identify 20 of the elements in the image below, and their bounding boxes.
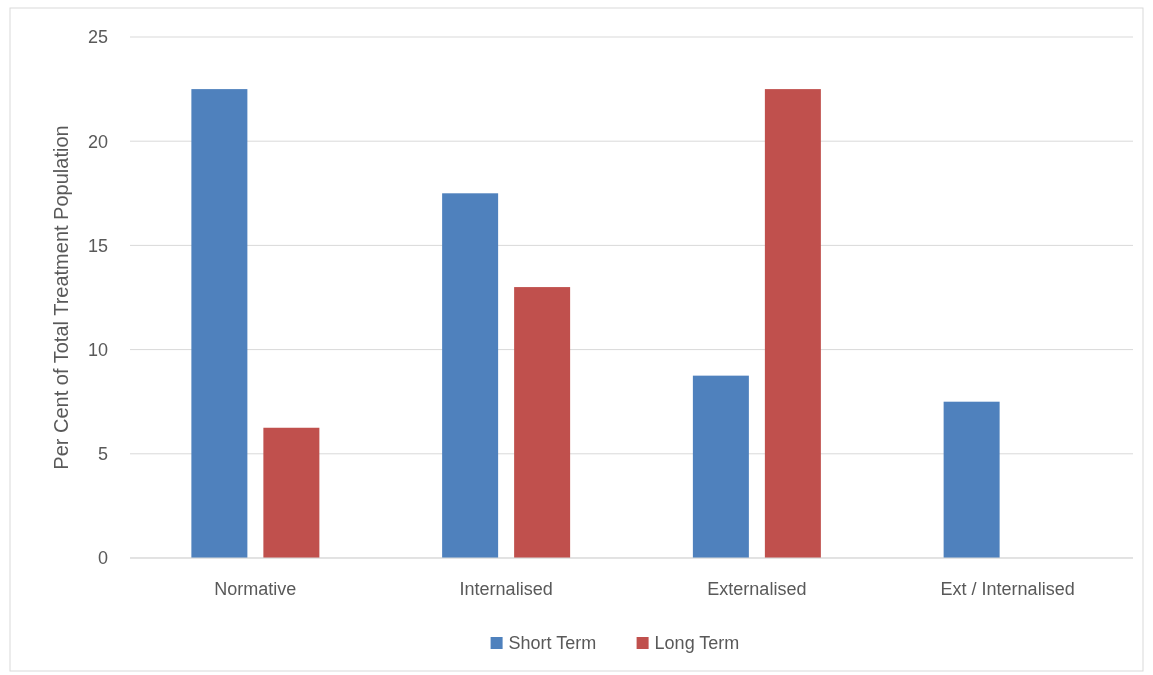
x-tick-label: Normative bbox=[214, 579, 297, 599]
y-tick-label: 25 bbox=[87, 27, 108, 48]
y-tick-label: 0 bbox=[97, 548, 108, 569]
y-axis-title: Per Cent of Total Treatment Population bbox=[50, 125, 72, 470]
legend-label: Long Term bbox=[654, 633, 740, 654]
bar bbox=[191, 89, 248, 558]
bar bbox=[514, 287, 571, 558]
x-tick-label: Externalised bbox=[707, 579, 807, 599]
legend-label: Short Term bbox=[508, 633, 597, 654]
bar bbox=[764, 89, 821, 558]
y-tick-label: 15 bbox=[87, 235, 108, 256]
y-tick-label: 20 bbox=[87, 131, 108, 152]
bar bbox=[692, 375, 749, 558]
y-tick-label: 5 bbox=[97, 444, 108, 465]
y-tick-label: 10 bbox=[87, 339, 108, 360]
x-tick-label: Ext / Internalised bbox=[940, 579, 1075, 599]
bar bbox=[943, 401, 1000, 558]
bar bbox=[263, 427, 320, 558]
bar bbox=[442, 193, 499, 558]
x-tick-label: Internalised bbox=[459, 579, 553, 599]
